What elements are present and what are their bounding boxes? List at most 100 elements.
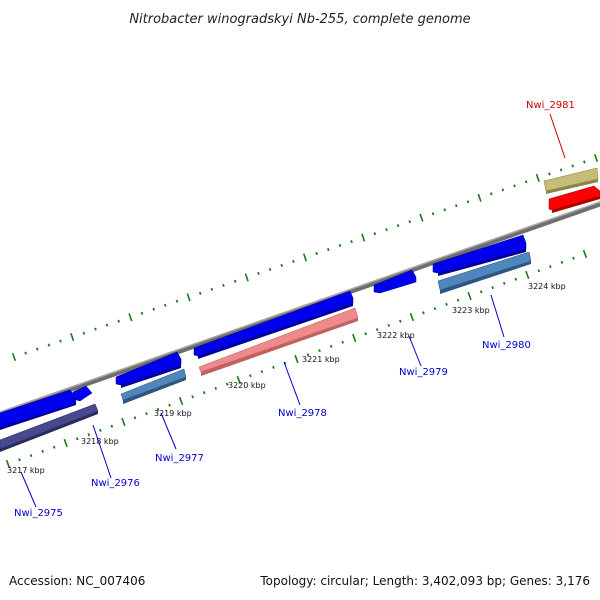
inner-tick-track [5, 249, 588, 469]
scale-label-3218: 3218 kbp [81, 437, 119, 446]
scale-label-3221: 3221 kbp [302, 355, 340, 364]
outer-track-tick [419, 213, 424, 222]
inner-track-tick [537, 269, 541, 273]
inner-track-tick [445, 302, 448, 306]
outer-track-tick [593, 153, 599, 163]
outer-track-tick [257, 271, 260, 276]
inner-track-tick [191, 395, 194, 399]
scale-label-3223: 3223 kbp [452, 306, 490, 315]
inner-track-tick [225, 382, 229, 386]
inner-track-tick [491, 286, 494, 290]
accession-text: Accession: NC_007406 [9, 574, 146, 588]
inner-track-tick [156, 407, 160, 411]
outer-track-tick [94, 327, 97, 331]
inner-track-tick [467, 291, 472, 301]
gene-nwi-2981-red[interactable] [548, 185, 600, 211]
outer-track-tick [535, 173, 540, 182]
inner-track-tick [63, 438, 68, 448]
gene-label-nwi-2978[interactable]: Nwi_2978 [278, 408, 327, 419]
gene-nwi-2980-reverse-shade [440, 261, 531, 294]
outer-track-tick [501, 188, 505, 192]
genome-backbone [0, 201, 600, 417]
leader-nwi-2976 [92, 424, 112, 479]
scale-label-3219: 3219 kbp [154, 409, 192, 418]
map-title: Nitrobacter winogradskyi Nb-255, complet… [129, 12, 470, 27]
outer-track-tick [59, 339, 62, 343]
inner-track-tick [41, 449, 44, 453]
outer-track-tick [315, 251, 318, 256]
gene-nwi-2981-red-shade [552, 196, 600, 213]
inner-track-tick [572, 256, 575, 260]
inner-track-tick [294, 354, 299, 364]
outer-track-tick [164, 303, 167, 307]
outer-track-tick [140, 311, 144, 315]
inner-track-tick [306, 353, 310, 357]
gene-nwi-2979-forward[interactable] [373, 269, 417, 294]
inner-track-tick [178, 396, 184, 406]
outer-track-tick [548, 172, 551, 176]
leader-nwi-2981 [549, 113, 566, 159]
inner-track-tick [29, 454, 33, 458]
outer-track-tick [222, 283, 225, 287]
outer-track-tick [431, 212, 435, 216]
genome-summary-text: Topology: circular; Length: 3,402,093 bp… [260, 574, 590, 588]
inner-track-tick [260, 370, 264, 374]
inner-track-tick [18, 458, 21, 462]
gene-nwi-2976-forward[interactable] [72, 385, 93, 402]
outer-track-tick [524, 180, 528, 184]
gene-nwi-2980-forward-shade [438, 249, 526, 276]
outer-track-tick [105, 323, 109, 327]
inner-track-tick [202, 391, 206, 395]
leader-nwi-2979 [408, 335, 422, 367]
outer-track-tick [82, 331, 86, 335]
gene-label-nwi-2975[interactable]: Nwi_2975 [14, 508, 63, 519]
gene-nwi-2981-khaki-shade [546, 179, 598, 194]
inner-track-tick [525, 270, 530, 280]
outer-track-tick [571, 164, 574, 168]
outer-track-tick [443, 208, 446, 212]
inner-track-tick [133, 416, 137, 420]
inner-track-tick [214, 386, 218, 390]
gene-nwi-2977-forward-shade [121, 365, 181, 388]
outer-track-tick [455, 204, 458, 208]
inner-track-tick [145, 412, 148, 416]
inner-track-tick [387, 323, 391, 327]
inner-track-tick [110, 424, 114, 428]
inner-track-tick [456, 298, 460, 302]
outer-track-tick [128, 313, 133, 322]
outer-track-tick [583, 160, 586, 164]
outer-track-tick [47, 343, 51, 347]
inner-track-tick [318, 349, 321, 353]
gene-label-nwi-2980[interactable]: Nwi_2980 [482, 340, 531, 351]
gene-label-nwi-2979[interactable]: Nwi_2979 [399, 367, 448, 378]
outer-track-tick [152, 307, 155, 311]
outer-track-tick [373, 232, 377, 236]
inner-track-tick [272, 365, 275, 369]
scale-label-3217: 3217 kbp [7, 466, 45, 475]
gene-label-nwi-2977[interactable]: Nwi_2977 [155, 453, 204, 464]
gene-label-nwi-2976[interactable]: Nwi_2976 [91, 478, 140, 489]
inner-track-tick [341, 340, 344, 344]
inner-track-tick [249, 374, 252, 378]
gene-nwi-2977-reverse-shade [123, 377, 186, 404]
inner-track-tick [582, 249, 588, 259]
outer-track-tick [489, 192, 493, 196]
outer-track-tick [396, 224, 400, 228]
outer-track-tick [350, 239, 353, 244]
gene-nwi-2978-forward-shade [198, 303, 353, 359]
inner-track-tick [375, 328, 379, 332]
leader-lines [20, 113, 566, 508]
inner-track-tick [433, 307, 437, 311]
outer-track-tick [198, 291, 202, 295]
outer-track-tick [117, 319, 121, 323]
outer-track-tick [36, 347, 39, 351]
leader-nwi-2975 [20, 471, 37, 508]
outer-track-tick [302, 253, 308, 262]
gene-nwi-2978-reverse-shade [201, 318, 358, 376]
outer-track-tick [175, 299, 179, 303]
gene-label-nwi-2981[interactable]: Nwi_2981 [526, 100, 575, 111]
inner-track-tick [352, 333, 357, 343]
outer-track-tick [513, 184, 516, 188]
outer-track-tick [233, 279, 237, 283]
outer-track-tick [244, 273, 249, 282]
